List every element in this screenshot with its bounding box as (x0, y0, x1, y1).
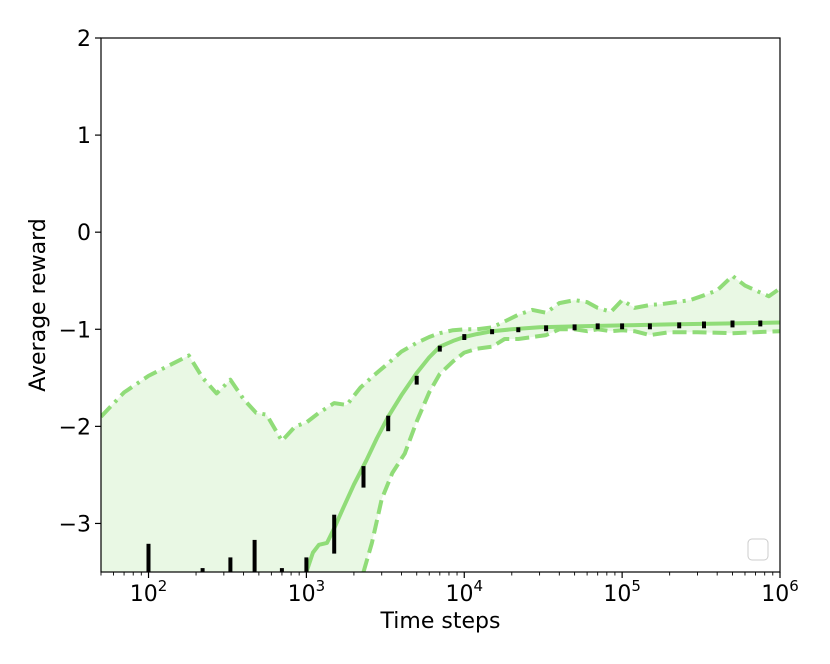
y-tick-label: 2 (77, 27, 91, 52)
y-tick-label: 0 (77, 221, 91, 246)
y-tick-label: −2 (59, 415, 91, 440)
y-tick-label: 1 (77, 124, 91, 149)
confidence-band (101, 275, 780, 572)
x-tick-label: 105 (603, 577, 641, 607)
series-layer (101, 273, 780, 572)
x-tick-label: 104 (445, 577, 483, 607)
legend-box (747, 538, 769, 561)
plot-frame (100, 37, 781, 573)
y-tick-label: −1 (59, 318, 91, 343)
y-axis-label: Average reward (26, 218, 51, 392)
axes-layer: 2 1 0 −1 −2 −3 102 103 104 105 106 (59, 27, 799, 607)
x-tick-label: 103 (288, 577, 326, 607)
x-axis-label: Time steps (380, 609, 501, 634)
x-tick-label: 106 (761, 577, 799, 607)
upper-bound-line (101, 273, 780, 443)
x-tick-label: 102 (130, 577, 168, 607)
lower-bound-line (361, 327, 780, 572)
y-tick-label: −3 (59, 512, 91, 537)
